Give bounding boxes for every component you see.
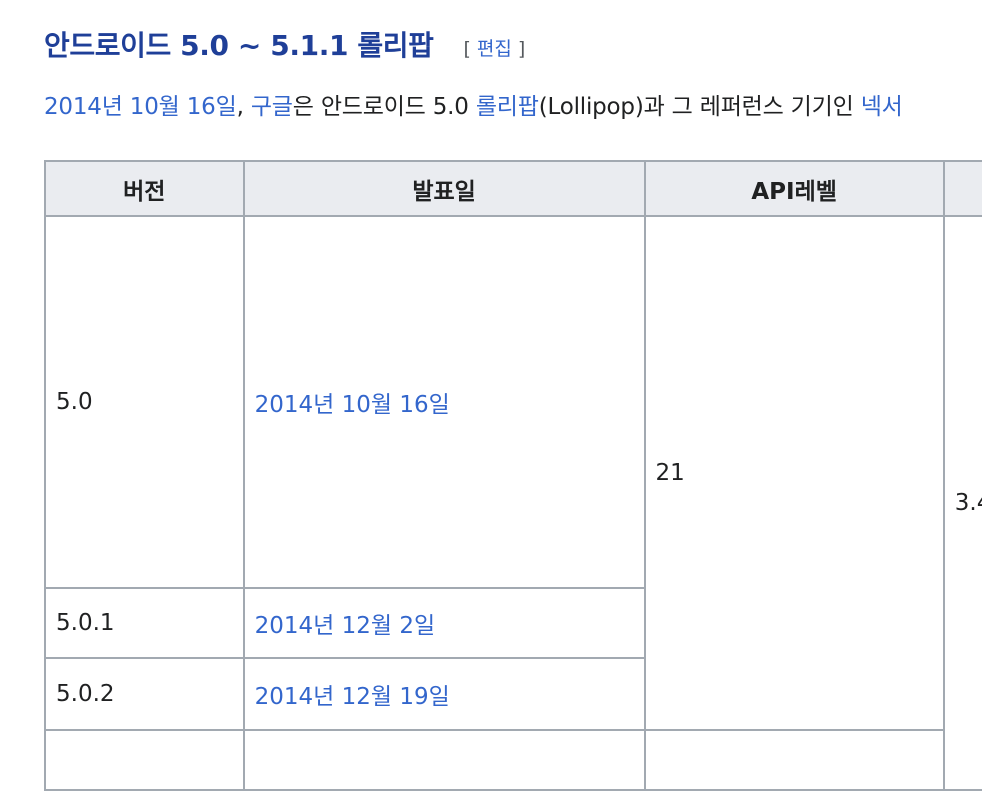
- table-row: [44, 729, 982, 791]
- edit-section: [편집]: [463, 34, 525, 61]
- date-link[interactable]: 2014년 12월 2일: [254, 613, 436, 639]
- api-level-cell: 21: [643, 215, 945, 731]
- date-link[interactable]: 2014년 10월 16일: [254, 392, 450, 418]
- intro-paragraph: 2014년 10월 16일, 구글은 안드로이드 5.0 롤리팝(Lollipo…: [44, 90, 903, 124]
- edit-bracket-open: [: [463, 38, 471, 60]
- table-row: 5.0 2014년 10월 16일 21 3.4: [44, 215, 982, 791]
- edit-bracket-close: ]: [517, 38, 526, 60]
- section-heading: 안드로이드 5.0 ~ 5.1.1 롤리팝: [44, 29, 434, 62]
- api-level-cell: [643, 729, 945, 791]
- date-link[interactable]: 2014년 10월 16일: [44, 94, 237, 120]
- version-table: 버전 발표일 API레벨 5.0 2014년 10월 16일 21 3.4 5.…: [44, 160, 982, 791]
- section-heading-row: 안드로이드 5.0 ~ 5.1.1 롤리팝 [편집]: [44, 24, 525, 68]
- google-link[interactable]: 구글: [250, 94, 293, 120]
- intro-comma: ,: [236, 94, 244, 120]
- intro-text-2: (Lollipop)과 그 레퍼런스 기기인: [538, 94, 861, 120]
- version-cell: [44, 729, 245, 791]
- table-header-row: 버전 발표일 API레벨: [44, 160, 982, 217]
- version-cell: 5.0.1: [44, 587, 245, 659]
- date-link[interactable]: 2014년 12월 19일: [254, 684, 450, 710]
- date-cell: 2014년 12월 19일: [242, 657, 646, 731]
- edit-link[interactable]: 편집: [476, 38, 512, 60]
- date-cell: 2014년 12월 2일: [242, 587, 646, 659]
- header-api-level: API레벨: [643, 160, 945, 217]
- version-cell: 5.0.2: [44, 657, 245, 731]
- intro-text-1: 은 안드로이드 5.0: [292, 94, 476, 120]
- header-release-date: 발표일: [242, 160, 646, 217]
- lollipop-link[interactable]: 롤리팝: [475, 94, 539, 120]
- date-cell: 2014년 10월 16일: [242, 215, 646, 589]
- date-cell: [242, 729, 646, 791]
- header-kernel: [942, 160, 982, 217]
- kernel-cell: 3.4: [942, 215, 982, 791]
- table-row: 5.0.2 2014년 12월 19일: [44, 657, 982, 731]
- header-version: 버전: [44, 160, 245, 217]
- nexus-link[interactable]: 넥서: [860, 94, 903, 120]
- version-cell: 5.0: [44, 215, 245, 589]
- table-row: 5.0.1 2014년 12월 2일: [44, 587, 982, 659]
